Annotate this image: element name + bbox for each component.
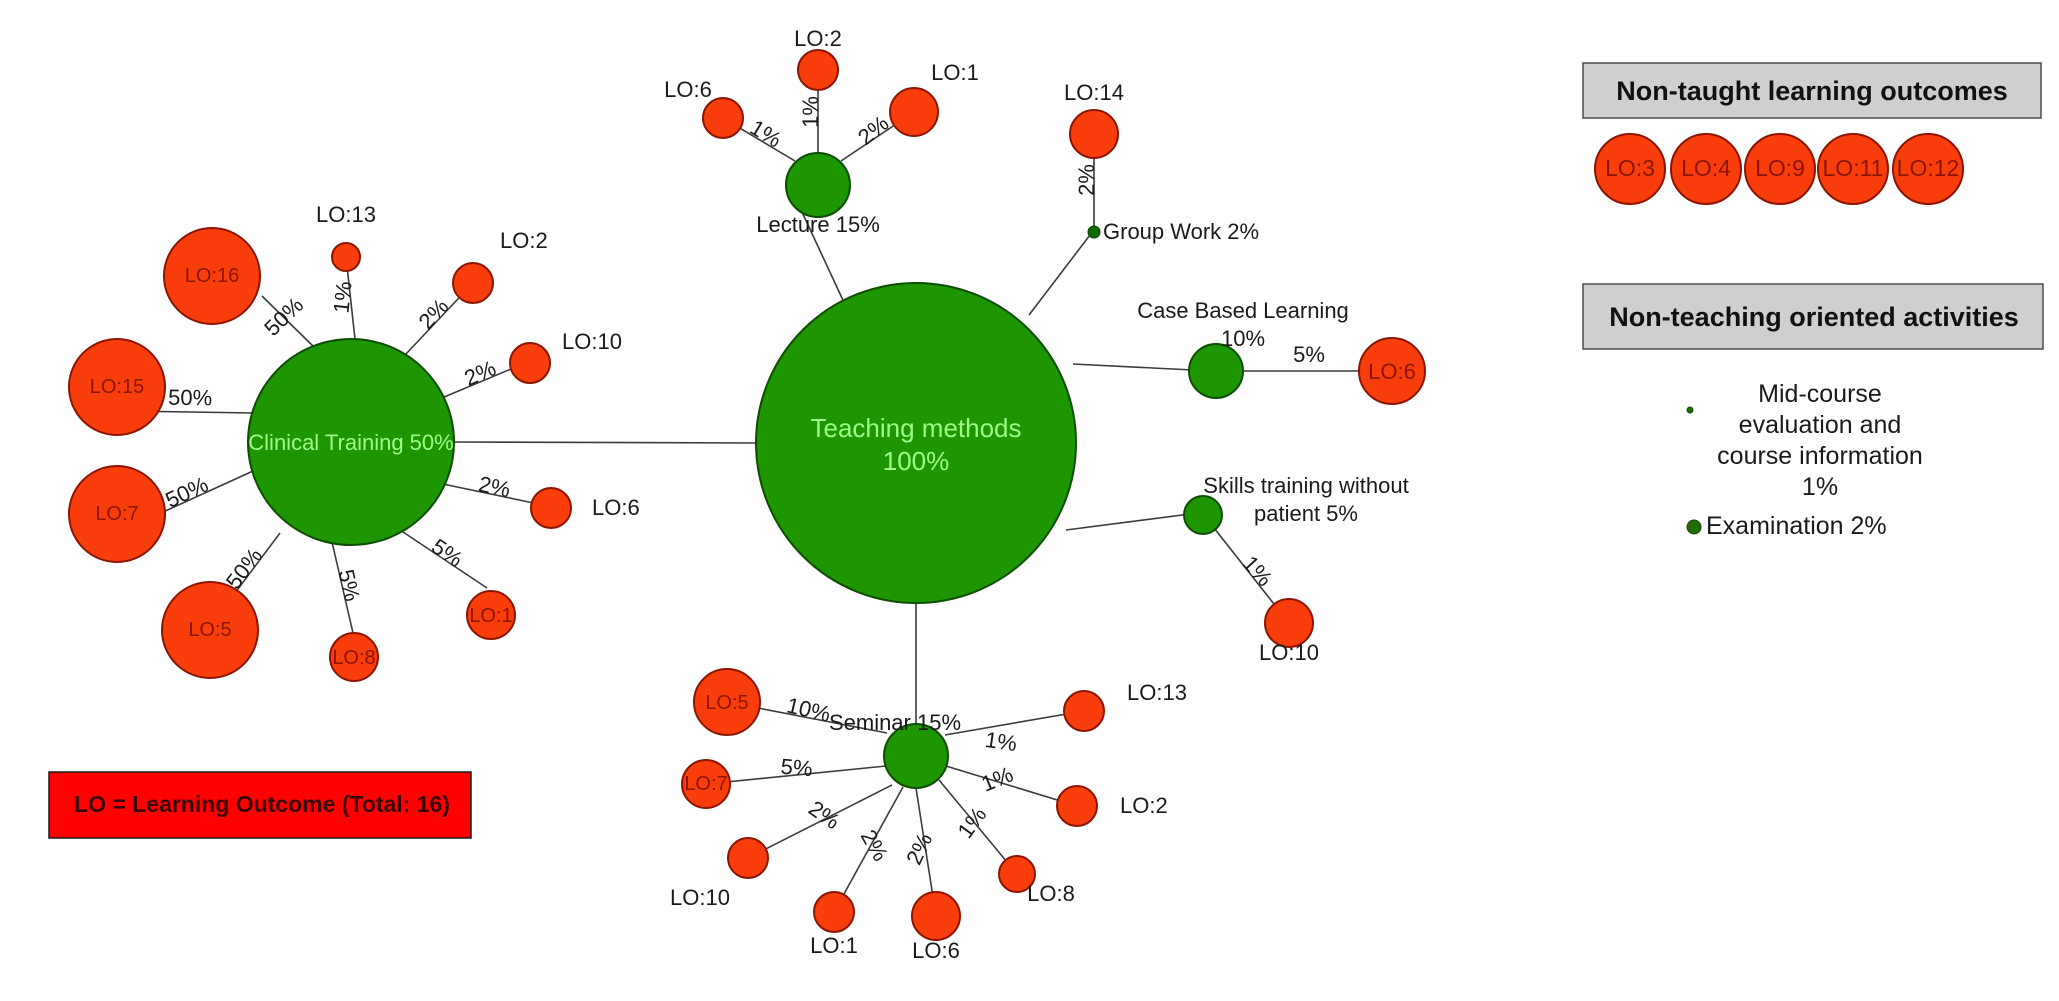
svg-text:Mid-course: Mid-course — [1758, 380, 1882, 408]
svg-text:LO:3: LO:3 — [1605, 155, 1655, 181]
svg-text:Examination 2%: Examination 2% — [1706, 512, 1887, 540]
svg-text:1%: 1% — [798, 96, 823, 128]
svg-text:LO:1: LO:1 — [810, 933, 858, 958]
svg-text:Lecture 15%: Lecture 15% — [756, 212, 880, 237]
svg-text:LO:14: LO:14 — [1064, 80, 1124, 105]
svg-text:LO:10: LO:10 — [1259, 640, 1319, 665]
svg-text:LO:4: LO:4 — [1681, 155, 1731, 181]
svg-text:LO:15: LO:15 — [90, 376, 144, 398]
svg-text:LO:8: LO:8 — [1027, 881, 1075, 906]
svg-text:LO:6: LO:6 — [664, 77, 712, 102]
svg-text:LO:7: LO:7 — [684, 773, 727, 795]
svg-text:Teaching methods: Teaching methods — [810, 413, 1021, 443]
svg-text:LO:1: LO:1 — [931, 60, 979, 85]
svg-text:course information: course information — [1717, 442, 1923, 470]
svg-text:1%: 1% — [328, 280, 356, 314]
svg-text:LO:6: LO:6 — [1368, 359, 1416, 384]
svg-text:LO = Learning Outcome (Total:: LO = Learning Outcome (Total: 16) — [74, 791, 450, 817]
svg-text:LO:10: LO:10 — [562, 329, 622, 354]
svg-text:2%: 2% — [1074, 164, 1099, 196]
svg-text:Skills training without: Skills training without — [1203, 473, 1408, 498]
svg-text:1%: 1% — [984, 727, 1019, 756]
svg-text:LO:5: LO:5 — [188, 619, 231, 641]
svg-text:Seminar 15%: Seminar 15% — [829, 710, 961, 735]
svg-text:Clinical Training 50%: Clinical Training 50% — [248, 430, 453, 455]
svg-text:LO:6: LO:6 — [912, 938, 960, 963]
svg-text:LO:11: LO:11 — [1823, 155, 1884, 181]
svg-text:50%: 50% — [168, 385, 212, 411]
svg-text:LO:13: LO:13 — [1127, 680, 1187, 705]
svg-text:LO:9: LO:9 — [1755, 155, 1805, 181]
svg-text:LO:8: LO:8 — [332, 647, 375, 669]
svg-text:1%: 1% — [1802, 473, 1838, 501]
svg-text:LO:2: LO:2 — [794, 26, 842, 51]
svg-text:Non-teaching oriented activiti: Non-teaching oriented activities — [1609, 302, 2019, 332]
svg-text:100%: 100% — [883, 446, 950, 476]
svg-text:10%: 10% — [1221, 326, 1265, 351]
svg-text:Non-taught learning outcomes: Non-taught learning outcomes — [1616, 76, 2008, 106]
svg-text:evaluation and: evaluation and — [1739, 411, 1902, 439]
svg-text:LO:12: LO:12 — [1897, 155, 1960, 181]
svg-text:5%: 5% — [780, 754, 814, 782]
svg-text:LO:10: LO:10 — [670, 885, 730, 910]
svg-text:LO:13: LO:13 — [316, 202, 376, 227]
svg-text:Group Work 2%: Group Work 2% — [1103, 219, 1259, 244]
svg-text:5%: 5% — [1293, 342, 1325, 367]
svg-text:LO:2: LO:2 — [500, 228, 548, 253]
svg-text:Case Based Learning: Case Based Learning — [1137, 298, 1349, 323]
svg-text:LO:5: LO:5 — [705, 692, 748, 714]
svg-text:LO:2: LO:2 — [1120, 793, 1168, 818]
svg-text:patient 5%: patient 5% — [1254, 501, 1358, 526]
svg-text:LO:16: LO:16 — [185, 265, 239, 287]
svg-text:LO:7: LO:7 — [95, 503, 138, 525]
svg-text:LO:1: LO:1 — [469, 605, 512, 627]
svg-text:LO:6: LO:6 — [592, 495, 640, 520]
